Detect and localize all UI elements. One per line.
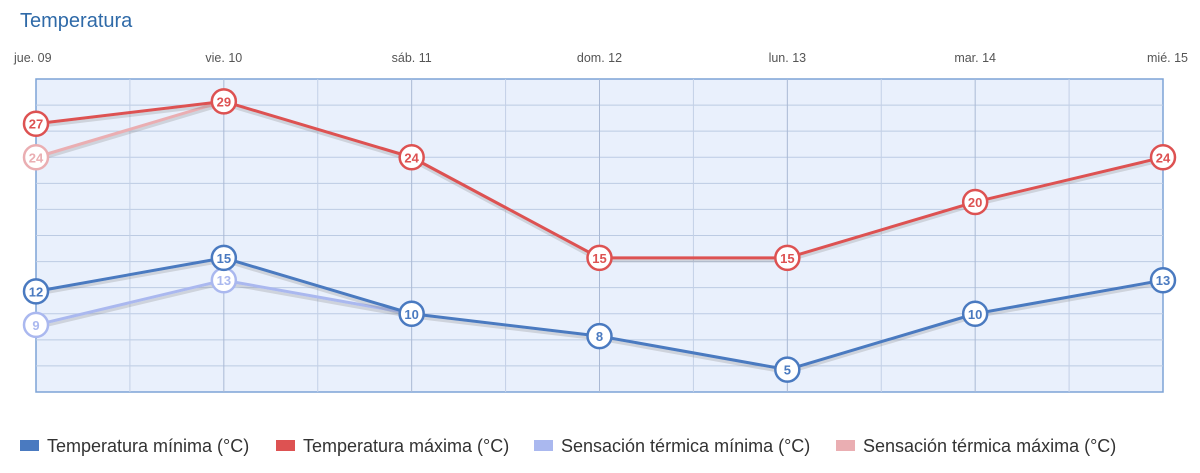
data-point-marker[interactable]	[1149, 144, 1177, 171]
data-point-marker[interactable]	[586, 244, 613, 272]
data-point-label: 9	[32, 318, 39, 333]
chart-title: Temperatura	[20, 10, 133, 32]
data-point-marker[interactable]	[22, 144, 50, 171]
legend-swatch	[836, 440, 855, 451]
data-point[interactable]: 12	[22, 278, 50, 305]
data-point-marker[interactable]	[22, 110, 50, 137]
data-point-marker[interactable]	[210, 88, 238, 115]
data-point-marker[interactable]	[1149, 266, 1177, 294]
data-point[interactable]: 24	[1149, 144, 1177, 171]
data-point-marker[interactable]	[961, 188, 989, 216]
data-point-label: 5	[784, 363, 791, 378]
x-tick-label: lun. 13	[769, 51, 807, 65]
legend-swatch	[276, 440, 295, 451]
data-point-label: 24	[404, 150, 419, 165]
data-point-label: 10	[404, 307, 418, 322]
data-point[interactable]: 10	[398, 300, 425, 327]
data-point-marker[interactable]	[961, 300, 989, 327]
legend-item[interactable]: Sensación térmica máxima (°C)	[836, 436, 1116, 456]
data-point-label: 12	[29, 284, 43, 299]
data-point[interactable]: 27	[22, 110, 50, 137]
data-point-label: 13	[217, 273, 231, 288]
data-point[interactable]: 15	[774, 244, 801, 272]
data-point-marker[interactable]	[398, 144, 425, 171]
legend-item[interactable]: Sensación térmica mínima (°C)	[534, 436, 810, 456]
data-point-label: 15	[217, 251, 231, 266]
data-point-label: 15	[780, 251, 794, 266]
data-point-label: 27	[29, 117, 43, 132]
x-tick-label: vie. 10	[205, 51, 242, 65]
legend-item[interactable]: Temperatura máxima (°C)	[276, 436, 509, 456]
data-point-marker[interactable]	[210, 244, 238, 272]
legend: Temperatura mínima (°C) Temperatura máxim…	[20, 436, 1116, 456]
data-point-label: 20	[968, 195, 982, 210]
data-point[interactable]: 15	[210, 244, 238, 272]
data-point[interactable]: 15	[586, 244, 613, 272]
data-point-label: 10	[968, 307, 982, 322]
legend-item[interactable]: Temperatura mínima (°C)	[20, 436, 249, 456]
data-point[interactable]: 8	[586, 322, 613, 350]
data-point-label: 13	[1156, 273, 1170, 288]
data-point-label: 8	[596, 329, 603, 344]
legend-swatch	[20, 440, 39, 451]
x-tick-label: jue. 09	[13, 51, 52, 65]
x-tick-label: mié. 15	[1147, 51, 1188, 65]
legend-swatch	[534, 440, 553, 451]
legend-label: Sensación térmica máxima (°C)	[863, 436, 1116, 456]
data-point[interactable]: 13	[210, 266, 238, 294]
data-point-marker[interactable]	[774, 244, 801, 272]
data-point-marker[interactable]	[22, 311, 50, 339]
data-point[interactable]: 24	[22, 144, 50, 171]
x-tick-label: dom. 12	[577, 51, 622, 65]
data-point-label: 24	[29, 150, 44, 165]
series-line	[35, 99, 225, 159]
legend-label: Sensación térmica mínima (°C)	[561, 436, 810, 456]
data-point[interactable]: 29	[210, 88, 238, 115]
x-axis-ticks: jue. 09 vie. 10 sáb. 11 dom. 12 lun. 13 mar. …	[13, 51, 1188, 65]
data-point[interactable]: 24	[398, 144, 425, 171]
data-point-marker[interactable]	[22, 278, 50, 305]
data-point[interactable]: 5	[774, 356, 801, 383]
data-point-marker[interactable]	[586, 322, 613, 350]
legend-label: Temperatura mínima (°C)	[47, 436, 249, 456]
legend-label: Temperatura máxima (°C)	[303, 436, 509, 456]
data-point-marker[interactable]	[774, 356, 801, 383]
data-point-marker[interactable]	[398, 300, 425, 327]
data-point[interactable]: 9	[22, 311, 50, 339]
data-point[interactable]: 13	[1149, 266, 1177, 294]
series-shadow	[35, 102, 225, 162]
data-point-label: 29	[217, 94, 231, 109]
x-tick-label: mar. 14	[954, 51, 996, 65]
data-point[interactable]: 10	[961, 300, 989, 327]
data-point-label: 15	[592, 251, 606, 266]
x-tick-label: sáb. 11	[392, 51, 432, 65]
series-group: 91310242912151085101327292415152024	[22, 88, 1177, 383]
data-point[interactable]: 20	[961, 188, 989, 216]
data-point-label: 24	[1156, 150, 1171, 165]
